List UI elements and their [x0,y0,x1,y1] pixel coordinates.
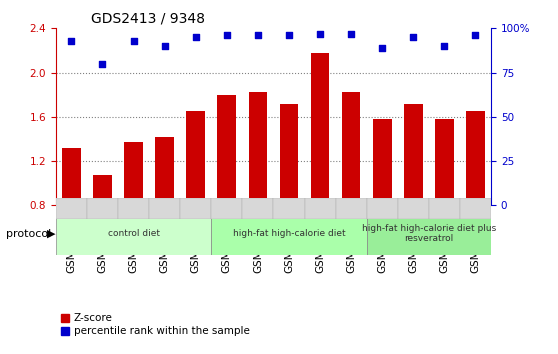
Bar [373,119,392,294]
Bar [62,148,81,294]
FancyBboxPatch shape [118,198,149,219]
FancyBboxPatch shape [56,198,87,219]
Bar [93,176,112,294]
Legend: Z-score, percentile rank within the sample: Z-score, percentile rank within the samp… [61,313,249,336]
Bar [186,111,205,294]
FancyBboxPatch shape [211,212,367,255]
FancyBboxPatch shape [460,198,491,219]
Point [253,33,262,38]
FancyBboxPatch shape [180,198,211,219]
Point [160,43,169,49]
Bar [466,111,485,294]
FancyBboxPatch shape [273,198,305,219]
FancyBboxPatch shape [149,198,180,219]
Text: high-fat high-calorie diet plus
resveratrol: high-fat high-calorie diet plus resverat… [362,224,496,243]
Text: ▶: ▶ [47,229,56,239]
Point [222,33,231,38]
FancyBboxPatch shape [305,198,335,219]
Point [378,45,387,51]
Point [409,34,418,40]
Point [191,34,200,40]
Point [347,31,355,36]
Text: high-fat high-calorie diet: high-fat high-calorie diet [233,229,345,238]
Point [285,33,294,38]
FancyBboxPatch shape [367,212,491,255]
Bar [280,104,299,294]
FancyBboxPatch shape [211,198,242,219]
FancyBboxPatch shape [367,198,398,219]
Bar [404,104,422,294]
FancyBboxPatch shape [429,198,460,219]
FancyBboxPatch shape [87,198,118,219]
FancyBboxPatch shape [398,198,429,219]
Point [316,31,325,36]
Bar [155,137,174,294]
Bar [124,142,143,294]
Point [440,43,449,49]
Point [129,38,138,44]
FancyBboxPatch shape [335,198,367,219]
Bar [342,92,360,294]
Point [471,33,480,38]
Bar [218,95,236,294]
Text: protocol: protocol [6,229,51,239]
Bar [435,119,454,294]
Point [98,61,107,67]
Text: control diet: control diet [108,229,160,238]
FancyBboxPatch shape [56,212,211,255]
Bar [248,92,267,294]
Text: GDS2413 / 9348: GDS2413 / 9348 [90,12,205,26]
Bar [311,53,329,294]
FancyBboxPatch shape [242,198,273,219]
Point [67,38,76,44]
